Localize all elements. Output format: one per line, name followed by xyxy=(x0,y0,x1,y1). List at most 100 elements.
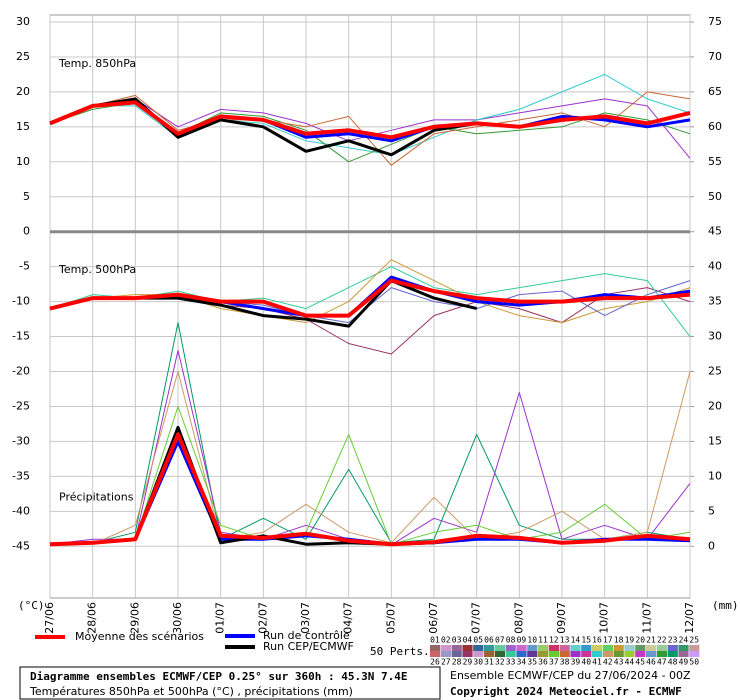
member-swatch xyxy=(624,651,635,657)
member-label: 06 xyxy=(484,636,494,645)
y2-tick-label: 70 xyxy=(708,50,722,63)
member-swatch xyxy=(667,645,678,651)
member-swatch xyxy=(624,645,635,651)
x-tick-label: 30/06 xyxy=(171,602,184,634)
member-swatch xyxy=(462,645,473,651)
member-label: 35 xyxy=(527,658,537,667)
member-swatch xyxy=(678,645,689,651)
member-swatch xyxy=(527,651,538,657)
legend-label: Moyenne des scénarios xyxy=(75,630,204,643)
x-axis-unit: (°C) xyxy=(18,599,45,612)
member-swatch xyxy=(635,645,646,651)
member-swatch xyxy=(613,651,624,657)
x-tick-label: 11/07 xyxy=(640,602,653,634)
y-tick-label: -10 xyxy=(12,295,30,308)
panel-label: Temp. 500hPa xyxy=(58,263,136,276)
perturbation-line xyxy=(49,73,691,156)
member-label: 13 xyxy=(560,636,570,645)
member-label: 15 xyxy=(581,636,591,645)
member-label: 38 xyxy=(560,658,570,667)
y2-tick-label: 60 xyxy=(708,120,722,133)
y2-tick-label: 40 xyxy=(708,260,722,273)
y2-tick-label: 65 xyxy=(708,85,722,98)
member-label: 10 xyxy=(527,636,537,645)
member-swatch xyxy=(538,651,549,657)
member-label: 04 xyxy=(463,636,473,645)
y2-tick-label: 25 xyxy=(708,365,722,378)
member-swatch xyxy=(516,645,527,651)
member-swatch xyxy=(548,651,559,657)
member-label: 05 xyxy=(473,636,483,645)
member-swatch xyxy=(527,645,538,651)
series-line xyxy=(49,432,691,547)
y-tick-label: 30 xyxy=(16,15,30,28)
member-swatch xyxy=(538,645,549,651)
member-swatch xyxy=(516,651,527,657)
member-label: 19 xyxy=(625,636,635,645)
member-swatch xyxy=(494,645,505,651)
member-swatch xyxy=(592,645,603,651)
member-label: 23 xyxy=(668,636,678,645)
member-swatch xyxy=(559,645,570,651)
y2-tick-label: 75 xyxy=(708,15,722,28)
x-tick-label: 29/06 xyxy=(128,602,141,634)
member-label: 39 xyxy=(571,658,581,667)
y-tick-label: 20 xyxy=(16,85,30,98)
member-label: 44 xyxy=(625,658,635,667)
y2-tick-label: 55 xyxy=(708,155,722,168)
member-swatch xyxy=(451,651,462,657)
perturbation-line xyxy=(50,371,691,545)
x-tick-label: 10/07 xyxy=(598,602,611,634)
y2-tick-label: 5 xyxy=(708,504,715,517)
x-tick-label: 06/07 xyxy=(427,602,440,634)
member-swatch xyxy=(592,651,603,657)
member-label: 17 xyxy=(603,636,613,645)
member-swatch xyxy=(689,645,700,651)
member-swatch xyxy=(581,651,592,657)
x-tick-label: 02/07 xyxy=(256,602,269,634)
x-tick-label: 07/07 xyxy=(470,602,483,634)
member-swatch xyxy=(646,645,657,651)
member-label: 01 xyxy=(430,636,440,645)
plot-area xyxy=(49,14,691,599)
member-swatch xyxy=(430,651,441,657)
y2-tick-label: 15 xyxy=(708,434,722,447)
member-swatch xyxy=(484,645,495,651)
member-label: 07 xyxy=(495,636,505,645)
y-tick-label: -45 xyxy=(12,539,30,552)
member-label: 16 xyxy=(592,636,602,645)
member-swatch xyxy=(473,645,484,651)
member-label: 50 xyxy=(689,658,699,667)
y2-tick-label: 35 xyxy=(708,295,722,308)
member-label: 21 xyxy=(646,636,656,645)
member-swatch xyxy=(451,645,462,651)
x-tick-label: 27/06 xyxy=(43,602,56,634)
member-label: 24 xyxy=(679,636,689,645)
y-tick-label: 5 xyxy=(23,190,30,203)
member-swatch xyxy=(548,645,559,651)
member-swatch xyxy=(440,645,451,651)
member-label: 33 xyxy=(506,658,516,667)
member-swatch xyxy=(602,651,613,657)
member-swatch xyxy=(602,645,613,651)
member-swatch xyxy=(581,645,592,651)
member-swatch xyxy=(462,651,473,657)
y-tick-label: 15 xyxy=(16,120,30,133)
member-label: 25 xyxy=(689,636,699,645)
member-label: 03 xyxy=(452,636,462,645)
member-label: 47 xyxy=(657,658,667,667)
x-tick-label: 01/07 xyxy=(214,602,227,634)
member-swatch xyxy=(430,645,441,651)
perturbation-label: 50 Perts. xyxy=(370,645,430,658)
member-swatch xyxy=(494,651,505,657)
member-swatch xyxy=(505,651,516,657)
member-label: 02 xyxy=(441,636,451,645)
panel-label: Temp. 850hPa xyxy=(58,57,136,70)
x-tick-label: 04/07 xyxy=(342,602,355,634)
footer-copyright: Copyright 2024 Meteociel.fr - ECMWF xyxy=(450,685,682,698)
member-swatch xyxy=(505,645,516,651)
y-tick-label: -5 xyxy=(19,260,30,273)
member-label: 43 xyxy=(614,658,624,667)
legend-label: Run de contrôle xyxy=(263,629,350,642)
